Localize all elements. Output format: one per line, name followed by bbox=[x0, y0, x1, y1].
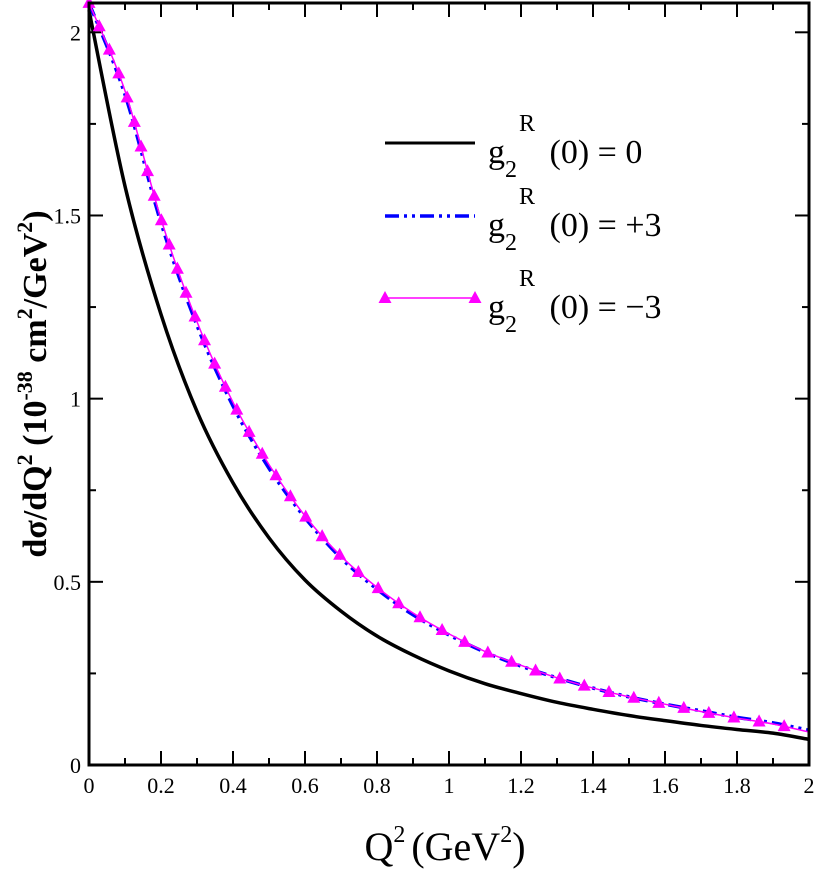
plot-frame bbox=[87, 1, 811, 767]
series-2-marker bbox=[147, 188, 161, 201]
series-2-marker bbox=[529, 663, 543, 676]
x-tick-label: 1 bbox=[444, 773, 455, 798]
series-2-marker bbox=[677, 700, 691, 713]
series-layer bbox=[82, 0, 810, 742]
series-2-marker bbox=[577, 678, 591, 691]
y-tick-label: 1 bbox=[70, 387, 81, 412]
series-2-marker bbox=[652, 695, 666, 708]
series-2-marker bbox=[162, 237, 176, 250]
series-2-marker bbox=[333, 547, 347, 560]
series-2-marker bbox=[435, 622, 449, 635]
series-2-marker bbox=[371, 581, 385, 594]
series-2-marker bbox=[505, 654, 519, 667]
x-tick-label: 0.4 bbox=[219, 773, 247, 798]
series-2-marker bbox=[702, 705, 716, 718]
series-2-marker bbox=[269, 468, 283, 481]
y-tick-label: 1.5 bbox=[54, 203, 82, 228]
series-2-marker bbox=[218, 379, 232, 392]
series-2-marker bbox=[102, 42, 116, 55]
x-tick-label: 0.6 bbox=[291, 773, 319, 798]
series-2-marker bbox=[283, 489, 297, 502]
ticks-layer bbox=[88, 3, 810, 766]
labels-layer: 0 0.2 0.4 0.6 0.8 1 1.2 1.4 1.6 1.8 2 0 0.5 1 1.5 2 bbox=[54, 20, 815, 798]
legend-label-series-1: g2R (0) = +3 bbox=[488, 184, 662, 256]
legend-marker-series-2-left bbox=[378, 291, 392, 303]
series-2-marker bbox=[208, 356, 222, 369]
series-2-marker bbox=[92, 19, 106, 32]
x-tick-label: 0 bbox=[84, 773, 95, 798]
y-axis-title: dσ/dQ2 (10-38 cm2/GeV2) bbox=[12, 210, 54, 557]
series-2-marker bbox=[315, 529, 329, 542]
x-tick-label: 0.8 bbox=[363, 773, 391, 798]
series-2-marker bbox=[127, 114, 141, 127]
series-2-marker bbox=[154, 213, 168, 226]
series-2-marker bbox=[392, 596, 406, 609]
y-tick-label: 2 bbox=[70, 20, 81, 45]
x-tick-label: 1.8 bbox=[723, 773, 751, 798]
y-tick-label: 0.5 bbox=[54, 570, 82, 595]
series-2-marker bbox=[141, 164, 155, 177]
series-2-marker bbox=[299, 509, 313, 522]
series-2-marker bbox=[230, 402, 244, 415]
series-2-marker bbox=[120, 90, 134, 103]
series-2-marker bbox=[627, 690, 641, 703]
series-2-marker bbox=[752, 714, 766, 727]
series-2-marker bbox=[413, 610, 427, 623]
series-line-0 bbox=[87, 9, 810, 742]
series-2-marker bbox=[458, 634, 472, 647]
series-2-marker bbox=[602, 684, 616, 698]
x-tick-label: 0.2 bbox=[147, 773, 175, 798]
x-tick-label: 1.6 bbox=[651, 773, 679, 798]
x-tick-label: 2 bbox=[804, 773, 815, 798]
y-tick-label: 0 bbox=[70, 753, 81, 778]
x-tick-label: 1.4 bbox=[579, 773, 607, 798]
series-2-marker bbox=[255, 446, 269, 459]
series-2-marker bbox=[198, 333, 212, 346]
x-axis-title: Q2 (GeV2) bbox=[364, 822, 525, 869]
series-2-marker bbox=[134, 139, 148, 152]
series-2-marker bbox=[188, 309, 202, 322]
series-2-marker bbox=[170, 261, 184, 274]
legend: g2R (0) = 0 g2R (0) = +3 g2R (0) = −3 bbox=[378, 111, 662, 338]
x-tick-label: 1.2 bbox=[507, 773, 535, 798]
series-2-marker bbox=[179, 285, 193, 298]
series-2-marker bbox=[242, 424, 256, 437]
legend-label-series-2: g2R (0) = −3 bbox=[488, 266, 662, 338]
series-2-marker bbox=[112, 66, 126, 79]
series-2-marker bbox=[777, 719, 791, 732]
legend-label-series-0: g2R (0) = 0 bbox=[488, 111, 642, 183]
legend-marker-series-2-right bbox=[468, 291, 482, 303]
series-2-marker bbox=[481, 645, 495, 658]
series-2-marker bbox=[553, 671, 567, 684]
series-2-marker bbox=[727, 710, 741, 723]
series-2-marker bbox=[351, 564, 365, 578]
